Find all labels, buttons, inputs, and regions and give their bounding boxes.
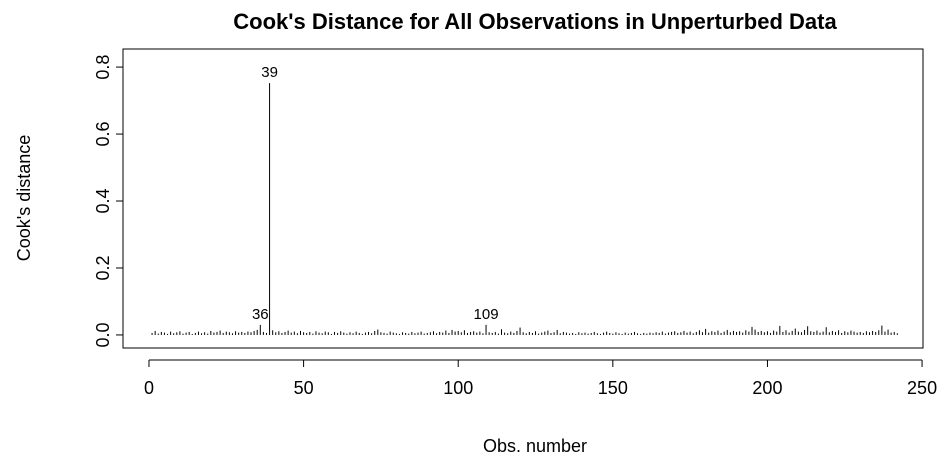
plot-box (122, 48, 924, 349)
x-tick-label: 250 (907, 378, 937, 398)
x-tick-label: 50 (294, 378, 314, 398)
x-axis-label: Obs. number (483, 436, 587, 456)
chart-title: Cook's Distance for All Observations in … (233, 9, 837, 34)
y-tick-label: 0.6 (93, 122, 113, 147)
y-tick-label: 0.2 (93, 255, 113, 280)
annotation: 109 (474, 306, 499, 323)
x-tick-label: 100 (443, 378, 473, 398)
y-axis-label: Cook's distance (14, 135, 34, 262)
y-tick-label: 0.4 (93, 188, 113, 213)
annotation: 39 (261, 64, 278, 81)
x-tick-label: 0 (144, 378, 154, 398)
y-tick-label: 0.8 (93, 55, 113, 80)
y-tick-label: 0.0 (93, 322, 113, 347)
x-tick-label: 150 (598, 378, 628, 398)
x-tick-label: 200 (752, 378, 782, 398)
annotation: 36 (252, 306, 269, 323)
